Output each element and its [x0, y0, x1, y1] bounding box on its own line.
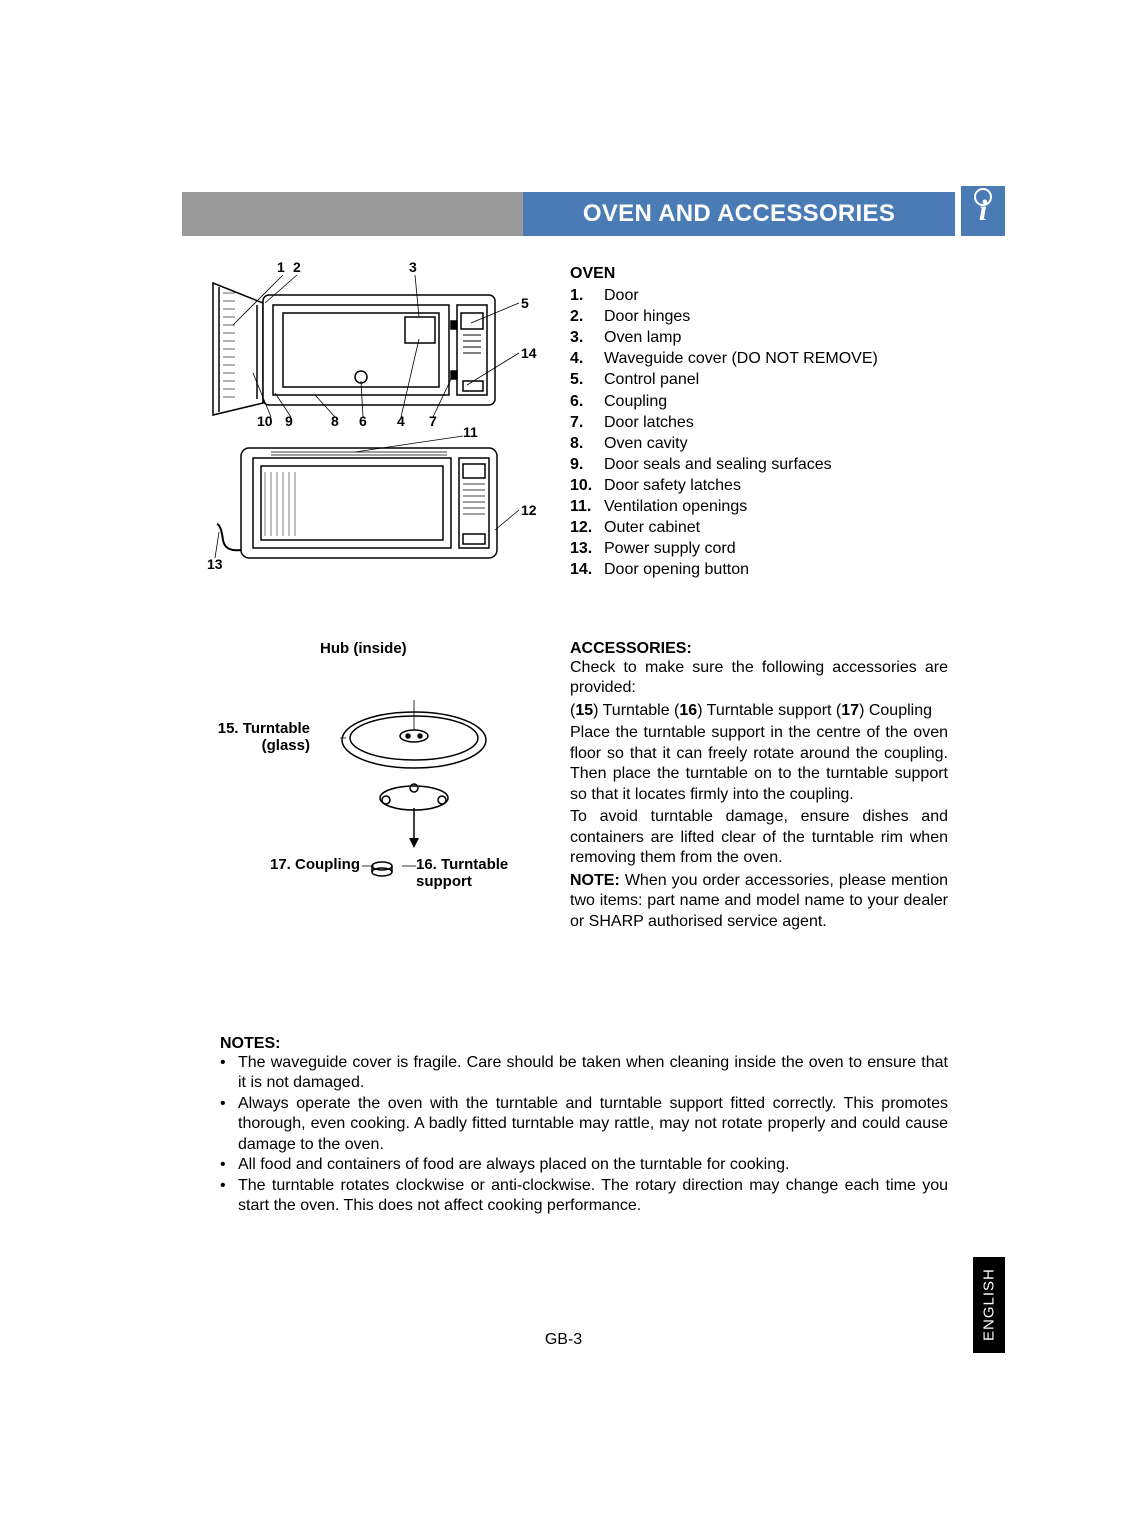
oven-item: 6.Coupling [570, 391, 948, 412]
callout-7: 7 [429, 413, 437, 429]
accessories-p5: NOTE: When you order accessories, please… [570, 871, 948, 932]
notes-list: •The waveguide cover is fragile. Care sh… [220, 1053, 948, 1217]
oven-heading: OVEN [570, 265, 948, 283]
page-title: OVEN AND ACCESSORIES [523, 192, 955, 236]
callout-3: 3 [409, 259, 417, 275]
accessories-heading: ACCESSORIES: [570, 640, 948, 658]
accessories-p4: To avoid turntable damage, ensure dishes… [570, 807, 948, 868]
oven-item: 11.Ventilation openings [570, 496, 948, 517]
oven-diagram-open: 1 2 3 5 14 10 9 8 6 4 7 [205, 265, 553, 407]
oven-diagram-closed: 11 12 13 [205, 430, 553, 580]
oven-item: 3.Oven lamp [570, 327, 948, 348]
oven-list-items: 1.Door 2.Door hinges 3.Oven lamp 4.Waveg… [570, 285, 948, 581]
oven-parts-list: OVEN 1.Door 2.Door hinges 3.Oven lamp 4.… [570, 265, 948, 581]
info-icon: i [979, 194, 987, 228]
callout-2: 2 [293, 259, 301, 275]
callout-13: 13 [207, 556, 223, 572]
oven-item: 10.Door safety latches [570, 475, 948, 496]
turntable-diagram: Hub (inside) 15. Turntable (glass) 17. C… [190, 640, 560, 900]
oven-item: 14.Door opening button [570, 559, 948, 580]
oven-item: 13.Power supply cord [570, 538, 948, 559]
callout-6: 6 [359, 413, 367, 429]
accessories-p2: (15) Turntable (16) Turntable support (1… [570, 701, 948, 721]
callout-8: 8 [331, 413, 339, 429]
info-icon-box: i [961, 186, 1005, 236]
hub-label: Hub (inside) [320, 640, 407, 657]
oven-item: 9.Door seals and sealing surfaces [570, 454, 948, 475]
header-bar: OVEN AND ACCESSORIES [182, 192, 955, 236]
notes-item: •The turntable rotates clockwise or anti… [220, 1176, 948, 1217]
page-number: GB-3 [545, 1331, 582, 1349]
notes-section: NOTES: •The waveguide cover is fragile. … [220, 1035, 948, 1217]
language-tab: ENGLISH [973, 1257, 1005, 1353]
notes-heading: NOTES: [220, 1035, 948, 1053]
oven-item: 1.Door [570, 285, 948, 306]
accessories-section: ACCESSORIES: Check to make sure the foll… [570, 640, 948, 932]
turntable-glass-label: 15. Turntable (glass) [190, 720, 310, 754]
callout-12: 12 [521, 502, 537, 518]
oven-item: 5.Control panel [570, 369, 948, 390]
oven-item: 12.Outer cabinet [570, 517, 948, 538]
callout-9: 9 [285, 413, 293, 429]
callout-4: 4 [397, 413, 405, 429]
callout-5: 5 [521, 295, 529, 311]
coupling-label: 17. Coupling [220, 856, 360, 873]
oven-item: 7.Door latches [570, 412, 948, 433]
notes-item: •The waveguide cover is fragile. Care sh… [220, 1053, 948, 1094]
callout-11: 11 [463, 424, 478, 440]
notes-item: •All food and containers of food are alw… [220, 1155, 948, 1175]
accessories-p1: Check to make sure the following accesso… [570, 658, 948, 699]
accessories-p3: Place the turntable support in the centr… [570, 723, 948, 805]
oven-item: 2.Door hinges [570, 306, 948, 327]
callout-14: 14 [521, 345, 537, 361]
oven-item: 4.Waveguide cover (DO NOT REMOVE) [570, 348, 948, 369]
notes-item: •Always operate the oven with the turnta… [220, 1094, 948, 1155]
oven-item: 8.Oven cavity [570, 433, 948, 454]
callout-1: 1 [277, 259, 285, 275]
callout-10: 10 [257, 413, 273, 429]
